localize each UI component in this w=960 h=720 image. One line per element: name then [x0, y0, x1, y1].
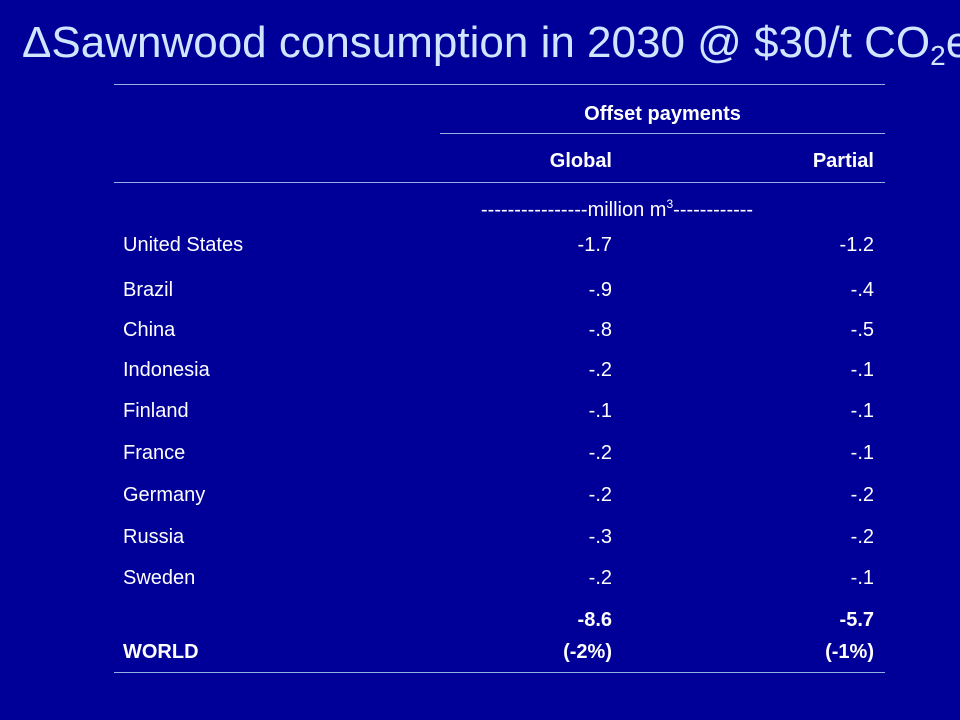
slide-title: ΔSawnwood consumption in 2030 @ $30/t CO… [22, 18, 960, 72]
partial-value: -.1 [850, 567, 874, 589]
global-value: -.3 [588, 526, 612, 548]
column-header-rule [114, 182, 885, 183]
title-main-text: ΔSawnwood consumption in 2030 @ $30/t CO [22, 18, 931, 67]
world-partial-percent: (-1%) [825, 641, 874, 663]
partial-value: -.2 [850, 484, 874, 506]
units-row: ----------------million m3------------ [481, 197, 753, 222]
global-value: -.1 [588, 400, 612, 422]
country-label: United States [123, 234, 244, 256]
world-label: WORLD [123, 641, 199, 663]
global-value: -.2 [588, 359, 612, 381]
table-bottom-rule [114, 672, 885, 673]
partial-column-header: Partial [812, 150, 874, 172]
country-label: Indonesia [123, 359, 210, 381]
partial-value: -1.2 [839, 234, 874, 256]
global-value: -.8 [588, 319, 612, 341]
country-label: Russia [123, 526, 185, 548]
global-value: -.9 [588, 279, 612, 301]
country-label: France [123, 442, 186, 464]
world-global-value: -8.6 [577, 609, 612, 631]
partial-value: -.5 [850, 319, 874, 341]
global-value: -1.7 [577, 234, 612, 256]
country-label: Brazil [123, 279, 174, 301]
country-label: Sweden [123, 567, 196, 589]
partial-value: -.1 [850, 359, 874, 381]
group-header-rule [440, 133, 885, 134]
title-tail-text: e [945, 18, 960, 67]
world-partial-value: -5.7 [839, 609, 874, 631]
global-value: -.2 [588, 567, 612, 589]
country-label: China [123, 319, 176, 341]
title-subscript: 2 [930, 40, 946, 71]
units-superscript: 3 [666, 197, 674, 211]
country-label: Finland [123, 400, 189, 422]
partial-value: -.2 [850, 526, 874, 548]
country-label: Germany [123, 484, 206, 506]
offset-payments-header: Offset payments [584, 103, 741, 125]
world-global-percent: (-2%) [563, 641, 612, 663]
partial-value: -.1 [850, 442, 874, 464]
table-top-rule [114, 84, 885, 85]
global-column-header: Global [549, 150, 612, 172]
partial-value: -.4 [850, 279, 874, 301]
units-suffix: ------------ [673, 199, 754, 221]
global-value: -.2 [588, 442, 612, 464]
global-value: -.2 [588, 484, 612, 506]
partial-value: -.1 [850, 400, 874, 422]
units-prefix: ----------------million m [481, 199, 667, 221]
